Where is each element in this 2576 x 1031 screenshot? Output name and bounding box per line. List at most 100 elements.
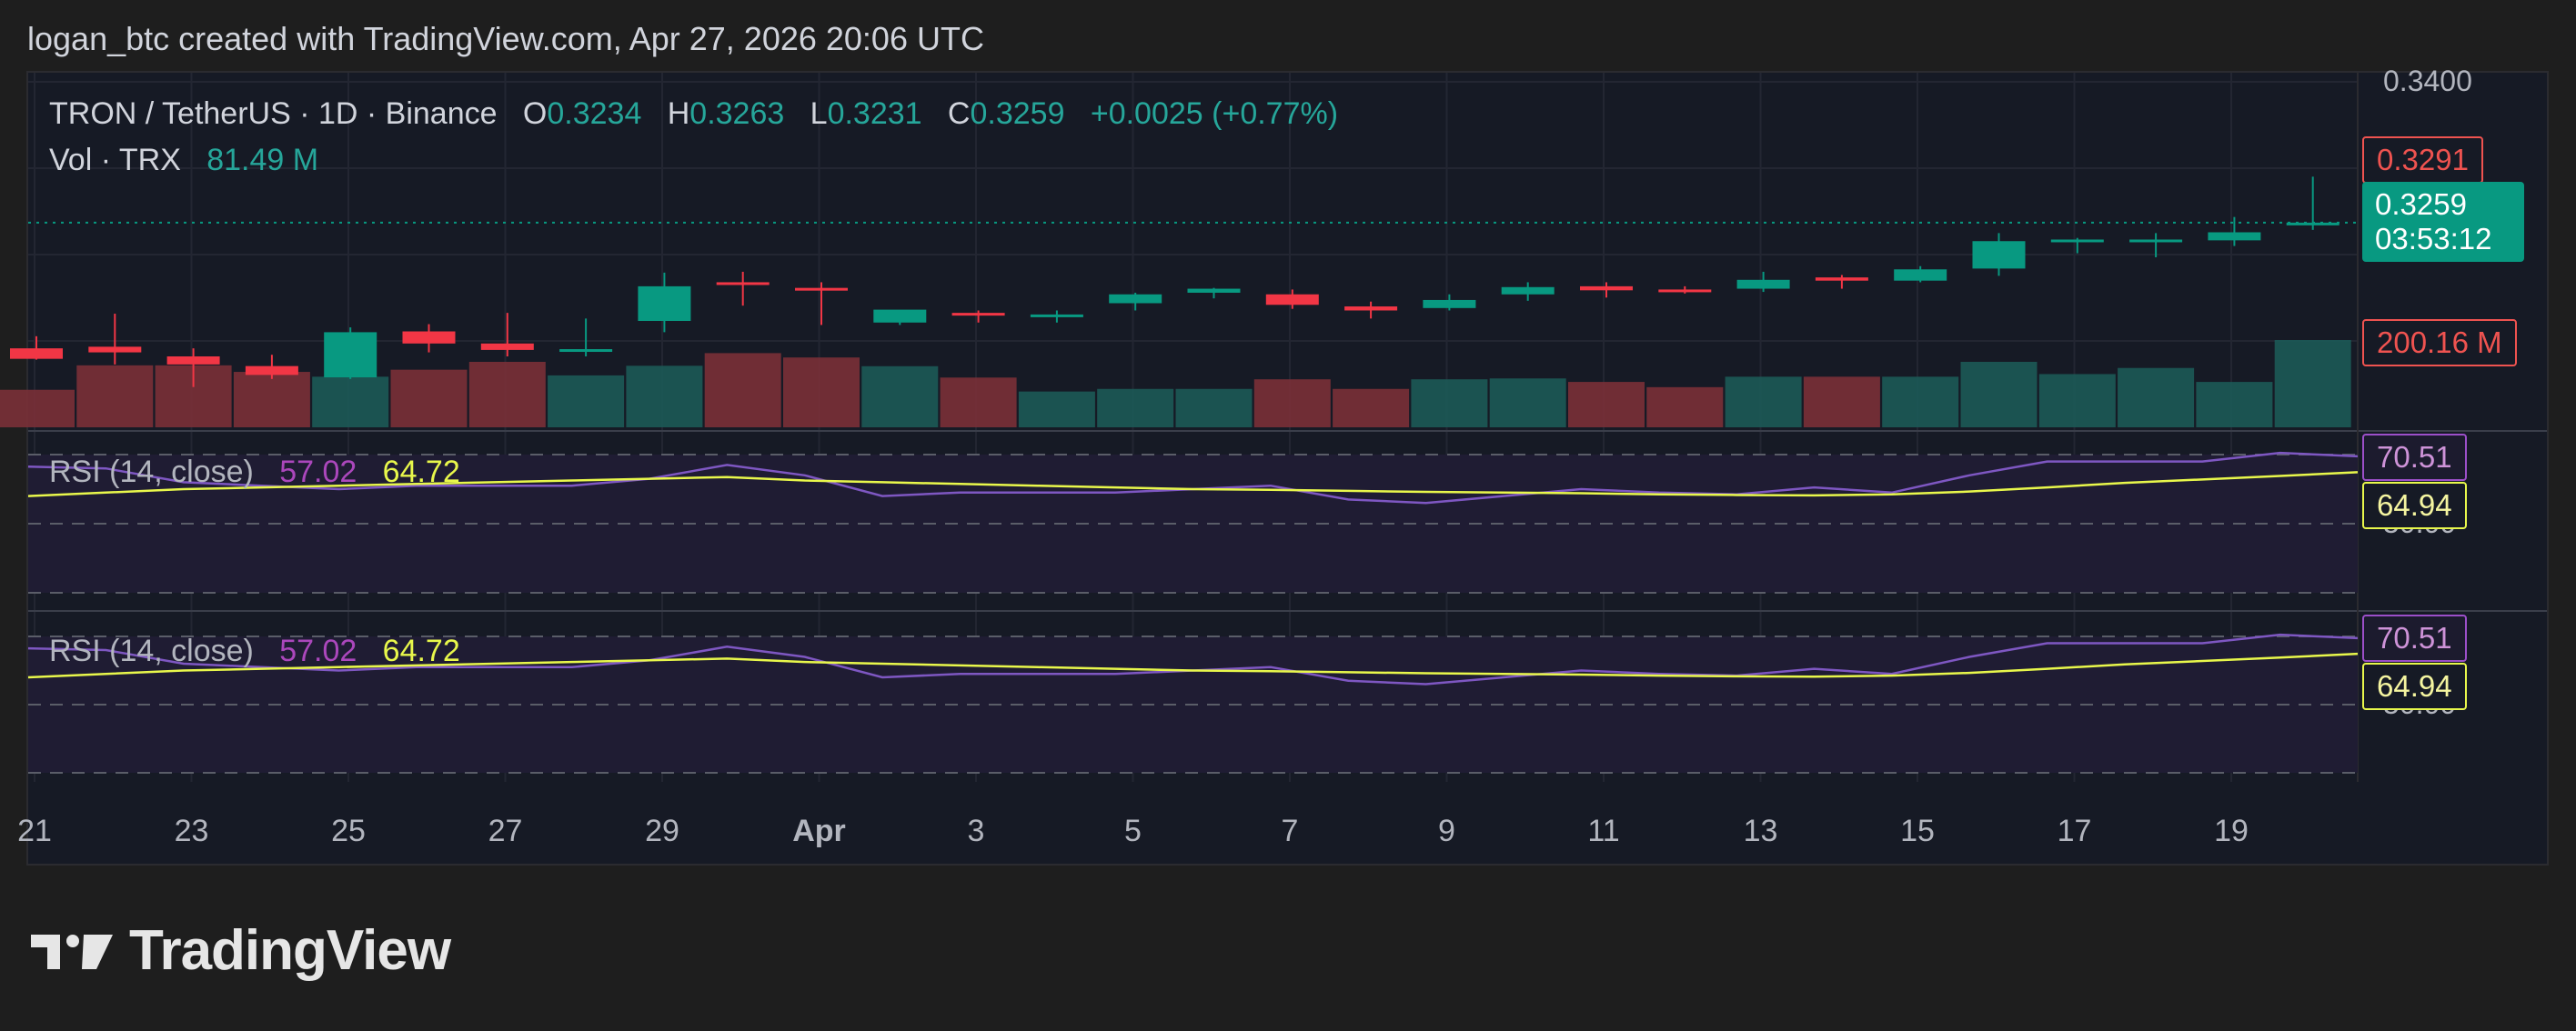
volume-bar	[1097, 388, 1174, 427]
time-axis-tick: 13	[1744, 814, 1778, 848]
volume-bar	[626, 365, 703, 427]
time-axis-tick: 23	[175, 814, 209, 848]
volume-bar	[1803, 376, 1880, 427]
candle-body	[1265, 294, 1319, 305]
volume-bar	[861, 365, 939, 427]
candle-body	[873, 309, 927, 323]
candle-body	[166, 356, 220, 365]
volume-bar	[1882, 376, 1959, 427]
tradingview-logo-icon	[31, 934, 113, 969]
volume-label[interactable]: Vol · TRX	[49, 143, 181, 177]
volume-bar	[704, 353, 781, 427]
open-label: O	[522, 96, 548, 131]
candle-body	[1972, 241, 2026, 269]
candle-body	[2286, 222, 2340, 225]
time-axis-tick: 3	[968, 814, 985, 848]
tradingview-logo[interactable]: TradingView	[31, 918, 451, 983]
volume-bar	[0, 389, 75, 427]
candle-body	[1658, 289, 1712, 293]
volume-bar	[783, 357, 860, 427]
volume-bar	[548, 375, 625, 427]
candle-body	[1109, 294, 1162, 304]
candle-body	[1815, 277, 1868, 281]
candle-body	[245, 365, 298, 375]
candle-body	[951, 313, 1005, 316]
candle-body	[716, 282, 770, 285]
volume-bar	[468, 362, 546, 427]
candle-body	[1894, 269, 1947, 281]
chart-attribution: logan_btc created with TradingView.com, …	[27, 20, 984, 57]
time-axis-tick: 7	[1282, 814, 1299, 848]
current-price: 0.3259	[2375, 187, 2467, 221]
rsi-ma-value: 64.72	[382, 455, 460, 489]
close-label: C	[947, 96, 971, 131]
rsi-pane-2: 50.00	[27, 633, 2456, 774]
current-price-badge: 0.3259 03:53:12	[2362, 182, 2524, 262]
volume-bar	[312, 376, 389, 427]
time-axis-tick: 17	[2058, 814, 2092, 848]
time-axis-tick: 25	[331, 814, 366, 848]
candle-body	[480, 343, 534, 350]
candle-body	[795, 287, 848, 291]
brand-name: TradingView	[129, 919, 451, 982]
volume-bar	[1018, 391, 1095, 427]
candle-body	[1501, 286, 1555, 295]
volume-bar	[2274, 340, 2351, 427]
rsi-ma-value: 64.72	[382, 634, 460, 668]
volume-bar	[390, 369, 468, 427]
volume-bar	[2038, 374, 2116, 427]
volume-bars	[0, 340, 2351, 427]
candle-body	[402, 331, 456, 344]
candle-body	[2208, 232, 2261, 241]
volume-bar	[1960, 362, 2038, 427]
candle-body	[1344, 306, 1398, 311]
rsi-legend-2: RSI (14, close) 57.02 64.72	[49, 634, 460, 669]
candle-body	[638, 285, 691, 321]
ohlc-legend: TRON / TetherUS · 1D · Binance O0.3234 H…	[49, 96, 1338, 132]
volume-bar	[1489, 378, 1566, 427]
time-axis-tick: 9	[1438, 814, 1455, 848]
rsi-pane-1: 50.00	[27, 451, 2456, 594]
rsi-label[interactable]: RSI (14, close)	[49, 455, 254, 489]
rsi-ma-line	[27, 652, 2359, 679]
volume-badge: 200.16 M	[2362, 319, 2517, 366]
volume-bar	[2196, 382, 2273, 427]
volume-bar	[1333, 388, 1410, 427]
volume-bar	[2118, 367, 2195, 427]
time-axis-tick: 21	[17, 814, 52, 848]
volume-bar	[1568, 382, 1645, 427]
volume-bar	[76, 365, 154, 427]
volume-bar	[1253, 379, 1331, 427]
volume-bar	[1175, 388, 1253, 427]
rsi-ma-badge: 64.94	[2362, 663, 2467, 710]
volume-bar	[1725, 376, 1802, 427]
volume-bar	[940, 377, 1017, 427]
axis-labels: 0.3400 21 23 25 27 29 Apr 3 5 7 9 11 13 15 17 19	[17, 65, 2472, 848]
open-value: 0.3234	[547, 96, 642, 131]
candle-body	[88, 346, 142, 353]
candle-body	[1187, 288, 1241, 293]
rsi-ma-line	[27, 471, 2359, 497]
volume-bar	[1411, 379, 1488, 427]
time-axis-tick: 15	[1900, 814, 1935, 848]
rsi-ma-badge: 64.94	[2362, 482, 2467, 529]
candle-body	[10, 348, 63, 359]
volume-bar	[1646, 386, 1724, 427]
close-value: 0.3259	[970, 96, 1065, 131]
candle-body	[2129, 239, 2183, 243]
candle-body	[1030, 314, 1083, 317]
rsi-value: 57.02	[279, 455, 357, 489]
price-axis-tick: 0.3400	[2383, 65, 2472, 97]
high-price-badge: 0.3291	[2362, 136, 2483, 184]
candle-body	[559, 349, 613, 353]
candle-body	[1736, 279, 1790, 289]
low-label: L	[810, 96, 828, 131]
time-axis-tick: Apr	[792, 814, 846, 848]
candle-body	[1423, 299, 1476, 308]
rsi-label[interactable]: RSI (14, close)	[49, 634, 254, 668]
candle-body	[2050, 239, 2104, 243]
symbol-title[interactable]: TRON / TetherUS · 1D · Binance	[49, 96, 498, 131]
time-axis-tick: 19	[2214, 814, 2249, 848]
time-axis-tick: 11	[1587, 814, 1619, 848]
